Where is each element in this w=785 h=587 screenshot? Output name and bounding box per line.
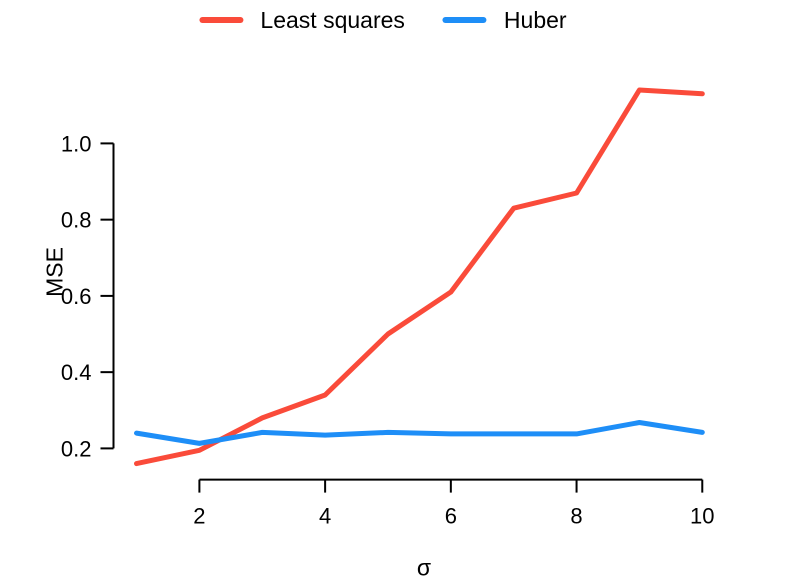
- legend-line-swatch-red: [199, 17, 244, 23]
- y-axis-title: MSE: [41, 247, 68, 297]
- x-axis-title: σ: [416, 554, 432, 581]
- x-tick-label: 8: [570, 504, 582, 529]
- legend-item-huber: Huber: [442, 6, 567, 34]
- x-tick-label: 6: [445, 504, 457, 529]
- legend-label-huber: Huber: [503, 7, 567, 33]
- y-tick-label: 0.6: [61, 284, 92, 309]
- series-lines: [134, 87, 705, 467]
- x-axis: 2 4 6 8 10: [193, 478, 715, 529]
- y-axis: 0.2 0.4 0.6 0.8 1.0: [61, 131, 115, 461]
- x-tick-label: 4: [319, 504, 331, 529]
- series-line-huber: [134, 420, 705, 446]
- legend: Least squares Huber: [199, 6, 567, 34]
- y-tick-label: 0.4: [61, 360, 92, 385]
- series-line-least-squares: [134, 87, 705, 467]
- legend-line-swatch-blue: [442, 17, 487, 23]
- legend-label-least-squares: Least squares: [260, 7, 405, 33]
- legend-item-least-squares: Least squares: [199, 6, 405, 34]
- y-tick-label: 1.0: [61, 131, 92, 156]
- y-tick-label: 0.2: [61, 436, 92, 461]
- y-tick-label: 0.8: [61, 208, 92, 233]
- x-tick-label: 2: [193, 504, 205, 529]
- x-tick-label: 10: [690, 504, 714, 529]
